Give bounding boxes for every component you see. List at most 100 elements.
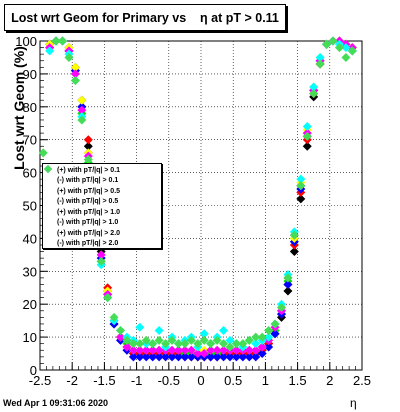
y-tick-label: 60 — [23, 166, 37, 181]
data-point — [135, 322, 145, 332]
data-point — [58, 36, 68, 46]
data-point — [135, 352, 145, 362]
data-point — [193, 339, 203, 349]
data-point — [309, 89, 319, 99]
chart-title: Lost wrt Geom for Primary vs η at pT > 0… — [4, 4, 286, 31]
y-tick-label: 0 — [30, 363, 37, 378]
data-point — [347, 46, 357, 56]
legend-label: (-) with pT/|q| > 1.0 — [57, 219, 119, 227]
data-point — [70, 69, 80, 79]
data-point — [64, 52, 74, 62]
data-point — [244, 352, 254, 362]
y-tick-label: 70 — [23, 133, 37, 148]
data-point — [199, 335, 209, 345]
data-point — [167, 352, 177, 362]
data-point — [77, 105, 87, 115]
data-point — [83, 154, 93, 164]
data-point — [302, 122, 312, 132]
data-point — [77, 115, 87, 125]
data-point — [328, 36, 338, 46]
data-point — [341, 43, 351, 53]
data-point — [219, 352, 229, 362]
data-point — [264, 332, 274, 342]
legend: (+) with pT/|q| > 0.1 (-) with pT/|q| > … — [42, 163, 162, 249]
data-point — [199, 349, 209, 359]
data-point — [180, 345, 190, 355]
y-tick-label: 30 — [23, 264, 37, 279]
data-point — [141, 335, 151, 345]
data-point — [161, 339, 171, 349]
x-tick-label: -0.5 — [158, 373, 180, 388]
legend-label: (+) with pT/|q| > 0.1 — [57, 166, 121, 174]
data-point — [251, 352, 261, 362]
data-point — [141, 345, 151, 355]
data-point — [219, 345, 229, 355]
data-point — [296, 194, 306, 204]
data-point — [45, 46, 55, 56]
grid-lines — [40, 41, 362, 370]
legend-item: (+) with pT/|q| > 0.1 — [43, 165, 161, 176]
y-tick-label: 20 — [23, 297, 37, 312]
data-point — [212, 345, 222, 355]
data-point — [161, 352, 171, 362]
data-point — [302, 131, 312, 141]
legend-item: (+) with pT/|q| > 0.5 — [43, 165, 161, 197]
data-point — [186, 335, 196, 345]
data-point — [206, 339, 216, 349]
legend-item: (+) with pT/|q| > 2.0 — [43, 165, 161, 239]
data-point — [283, 273, 293, 283]
data-point — [212, 335, 222, 345]
data-point — [212, 352, 222, 362]
legend-label: (+) with pT/|q| > 2.0 — [57, 229, 121, 237]
data-point — [167, 335, 177, 345]
data-point — [109, 312, 119, 322]
data-point — [186, 345, 196, 355]
data-point — [231, 345, 241, 355]
data-point — [334, 43, 344, 53]
data-point — [283, 286, 293, 296]
legend-item: (-) with pT/|q| > 1.0 — [43, 165, 161, 229]
x-tick-label: -2.5 — [29, 373, 51, 388]
data-point — [38, 148, 48, 158]
data-point — [264, 326, 274, 336]
data-point — [116, 332, 125, 342]
data-point — [322, 39, 332, 49]
x-tick-label: -2 — [66, 373, 78, 388]
data-point — [154, 345, 164, 355]
data-point — [289, 230, 299, 240]
legend-item: (-) with pT/|q| > 2.0 — [43, 165, 161, 250]
data-point — [219, 339, 229, 349]
data-point — [289, 247, 299, 257]
data-point — [225, 335, 235, 345]
data-point — [296, 174, 306, 184]
data-point — [154, 326, 164, 336]
x-tick-label: 2.5 — [353, 373, 371, 388]
data-point — [315, 52, 325, 62]
data-point — [283, 279, 293, 289]
legend-label: (+) with pT/|q| > 1.0 — [57, 208, 121, 216]
data-point — [257, 349, 267, 359]
data-point — [244, 335, 254, 345]
x-axis-label: η — [350, 396, 357, 410]
y-tick-label: 50 — [23, 199, 37, 214]
data-point — [180, 352, 190, 362]
data-point — [148, 339, 158, 349]
data-point — [341, 52, 351, 62]
data-point — [173, 339, 183, 349]
data-point — [148, 345, 158, 355]
y-tick-label: 40 — [23, 231, 37, 246]
x-tick-label: 1 — [262, 373, 269, 388]
data-point — [199, 329, 209, 339]
data-point — [122, 335, 132, 345]
data-point — [116, 326, 125, 336]
data-point — [103, 293, 113, 303]
data-point — [96, 250, 106, 260]
data-point — [296, 181, 306, 191]
data-point — [270, 319, 280, 329]
data-point — [193, 349, 203, 359]
legend-marker-icon — [44, 165, 52, 173]
legend-item: (-) with pT/|q| > 0.5 — [43, 165, 161, 208]
x-tick-label: -1.5 — [93, 373, 115, 388]
data-point — [277, 302, 286, 312]
data-point — [302, 141, 312, 151]
